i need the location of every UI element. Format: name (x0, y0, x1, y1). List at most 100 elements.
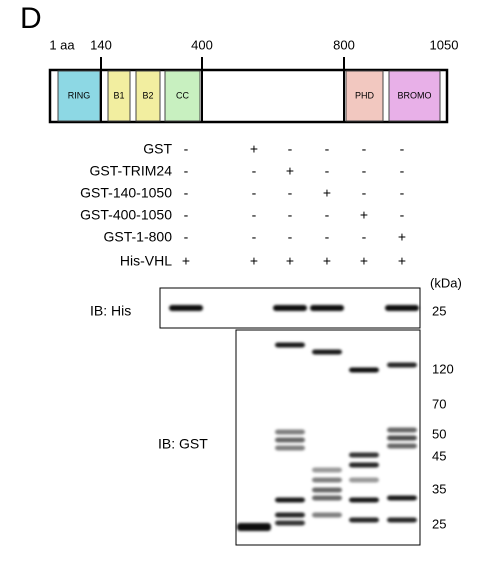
band (349, 517, 379, 523)
mw-marker: 120 (432, 361, 454, 376)
band (312, 467, 342, 473)
mw-marker: 25 (432, 516, 446, 531)
band (169, 305, 203, 311)
sign: - (288, 207, 293, 223)
sign: - (362, 229, 367, 245)
sign: - (252, 229, 257, 245)
band (237, 523, 271, 531)
band (275, 342, 305, 348)
mw-marker: 70 (432, 396, 446, 411)
sign: - (288, 185, 293, 201)
row-label: GST-TRIM24 (90, 163, 173, 179)
sign: - (325, 141, 330, 157)
position-label: 140 (90, 37, 112, 52)
sign: - (184, 141, 189, 157)
sign: - (325, 207, 330, 223)
mw-marker: 25 (432, 303, 446, 318)
band (275, 520, 305, 526)
band (349, 367, 379, 373)
row-label: GST (143, 141, 172, 157)
row-label: GST-1-800 (104, 229, 173, 245)
sign: + (286, 253, 294, 269)
sign: - (362, 185, 367, 201)
sign: - (400, 185, 405, 201)
blot-label: IB: His (90, 303, 131, 319)
sign: - (400, 207, 405, 223)
sign: + (182, 253, 190, 269)
domain-label: B2 (142, 90, 153, 100)
sign: - (362, 163, 367, 179)
row-label: His-VHL (120, 253, 172, 269)
sign: + (398, 253, 406, 269)
domain-label: PHD (355, 90, 375, 100)
sign: + (286, 163, 294, 179)
band (310, 305, 344, 311)
band (349, 477, 379, 483)
domain-label: CC (176, 90, 189, 100)
domain-box (164, 70, 201, 122)
band (312, 512, 342, 518)
sign: - (325, 229, 330, 245)
blot-label: IB: GST (158, 436, 208, 452)
band (312, 349, 342, 355)
band (273, 305, 307, 311)
band (387, 427, 417, 433)
row-label: GST-140-1050 (80, 185, 172, 201)
band (387, 435, 417, 441)
band (387, 362, 417, 368)
panel-label: D (20, 2, 42, 35)
row-label: GST-400-1050 (80, 207, 172, 223)
domain-label: RING (68, 90, 91, 100)
position-label: 400 (191, 37, 213, 52)
band (275, 429, 305, 435)
sign: + (250, 253, 258, 269)
sign: - (252, 207, 257, 223)
band (387, 443, 417, 449)
sign: - (184, 229, 189, 245)
mw-marker: 35 (432, 481, 446, 496)
band (387, 495, 417, 501)
band (387, 517, 417, 523)
sign: + (360, 207, 368, 223)
mw-marker: 45 (432, 448, 446, 463)
domain-box (345, 70, 384, 122)
band (275, 437, 305, 443)
band (312, 495, 342, 501)
band (275, 445, 305, 451)
domain-box (388, 70, 441, 122)
band (349, 497, 379, 503)
sign: - (184, 185, 189, 201)
sign: - (400, 141, 405, 157)
kda-label: (kDa) (430, 275, 462, 290)
band (275, 512, 305, 518)
domain-box (135, 70, 161, 122)
sign: - (184, 163, 189, 179)
domain-box (57, 70, 101, 122)
sign: - (362, 141, 367, 157)
sign: - (288, 141, 293, 157)
sign: + (360, 253, 368, 269)
sign: + (323, 185, 331, 201)
band (349, 462, 379, 468)
mw-marker: 50 (432, 426, 446, 441)
band (385, 305, 419, 311)
domain-box (107, 70, 131, 122)
band (312, 477, 342, 483)
position-label: 1 aa (49, 37, 75, 52)
sign: - (325, 163, 330, 179)
sign: - (288, 229, 293, 245)
band (312, 487, 342, 493)
sign: - (400, 163, 405, 179)
sign: + (398, 229, 406, 245)
sign: - (252, 185, 257, 201)
band (275, 497, 305, 503)
position-label: 1050 (430, 37, 459, 52)
sign: - (184, 207, 189, 223)
sign: + (323, 253, 331, 269)
sign: - (252, 163, 257, 179)
position-label: 800 (333, 37, 355, 52)
band (349, 452, 379, 458)
domain-label: BROMO (397, 90, 431, 100)
sign: + (250, 141, 258, 157)
